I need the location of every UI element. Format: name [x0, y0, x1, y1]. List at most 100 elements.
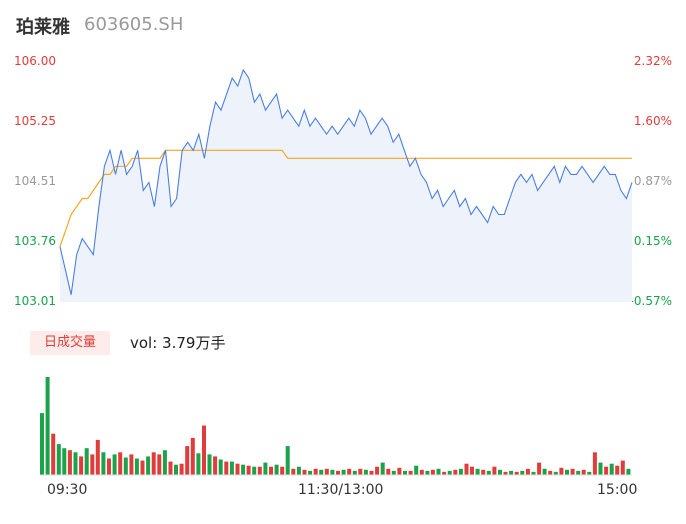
volume-bar	[313, 468, 318, 475]
volume-bar	[609, 463, 614, 475]
pct-tick-5: -0.57%	[629, 294, 672, 308]
volume-bar	[475, 468, 480, 475]
volume-bar	[436, 468, 441, 475]
price-tick-3: 104.51	[14, 174, 56, 188]
volume-bar	[185, 446, 190, 475]
volume-bar	[537, 462, 542, 475]
volume-bar	[235, 463, 240, 475]
volume-bar	[514, 471, 519, 475]
volume-bar	[62, 448, 67, 475]
price-tick-4: 103.76	[14, 234, 56, 248]
volume-bar	[246, 465, 251, 475]
volume-bar	[84, 448, 89, 475]
volume-bar	[224, 461, 229, 475]
volume-bar	[397, 467, 402, 475]
volume-bar	[302, 469, 307, 475]
volume-bar	[408, 470, 413, 475]
volume-bar	[464, 463, 469, 475]
volume-bar	[587, 471, 592, 475]
volume-bar	[56, 444, 61, 475]
volume-bar	[40, 413, 44, 475]
pct-tick-1: 2.32%	[633, 54, 672, 68]
volume-bar	[296, 466, 301, 475]
volume-bar	[559, 467, 564, 475]
volume-bar	[553, 471, 558, 475]
volume-bar	[118, 452, 123, 475]
volume-bar	[123, 457, 128, 475]
volume-bar	[162, 450, 167, 475]
volume-bar	[241, 464, 246, 475]
volume-bar	[458, 468, 463, 475]
volume-bar	[218, 459, 223, 475]
volume-bar	[308, 470, 313, 475]
volume-bar	[576, 470, 581, 475]
volume-bar	[285, 446, 290, 475]
volume-bar	[79, 456, 84, 475]
volume-bar	[481, 469, 486, 475]
volume-bar	[620, 460, 625, 475]
price-tick-1: 106.00	[14, 54, 56, 68]
volume-bar	[626, 468, 631, 475]
volume-bar	[90, 454, 95, 475]
volume-bar	[196, 453, 201, 475]
volume-bar	[140, 460, 145, 475]
volume-bar	[73, 452, 78, 475]
price-line	[59, 68, 633, 295]
volume-bar	[358, 468, 363, 475]
volume-bar	[604, 466, 609, 475]
average-price-line	[59, 149, 632, 247]
volume-readout: vol: 3.79万手	[130, 334, 226, 352]
volume-bar	[291, 468, 296, 475]
volume-bar	[157, 454, 162, 475]
price-area	[60, 70, 632, 302]
volume-bar	[548, 470, 553, 475]
volume-bar	[391, 470, 396, 475]
time-label-close: 15:00	[597, 482, 638, 498]
volume-bar	[341, 469, 346, 475]
volume-bar	[168, 461, 173, 475]
volume-bar	[319, 469, 324, 475]
volume-bar	[570, 468, 575, 475]
volume-bar	[498, 469, 502, 475]
volume-bar	[107, 458, 111, 475]
volume-bar	[531, 471, 536, 475]
volume-bar	[190, 437, 195, 475]
volume-bar	[151, 452, 156, 475]
volume-bar	[112, 454, 117, 475]
volume-bar	[470, 466, 474, 475]
volume-bar	[403, 470, 407, 475]
volume-bar	[453, 469, 458, 475]
volume-bar	[213, 456, 218, 475]
volume-bar	[369, 470, 374, 475]
volume-bar	[207, 454, 212, 475]
volume-bar	[324, 468, 329, 475]
price-tick-2: 105.25	[14, 114, 56, 128]
volume-bar	[129, 454, 134, 475]
volume-bar	[101, 452, 106, 475]
pct-tick-3: 0.87%	[633, 174, 672, 188]
volume-bar	[274, 464, 279, 475]
pct-tick-4: 0.15%	[633, 234, 672, 248]
volume-bar	[542, 468, 547, 475]
volume-bar	[67, 450, 72, 475]
time-label-open: 09:30	[47, 482, 88, 498]
daily-volume-tab[interactable]: 日成交量	[30, 331, 110, 355]
volume-bar	[375, 466, 380, 475]
time-label-midday: 11:30/13:00	[298, 482, 384, 498]
volume-bar	[503, 471, 508, 475]
volume-bar	[486, 470, 491, 475]
volume-bar	[134, 458, 139, 475]
volume-bar	[386, 468, 391, 475]
volume-bar	[95, 439, 100, 475]
volume-bar	[174, 464, 178, 475]
stock-code: 603605.SH	[84, 14, 184, 35]
stock-name: 珀莱雅	[16, 17, 70, 38]
volume-bar	[425, 470, 430, 475]
price-tick-5: 103.01	[14, 294, 56, 308]
volume-bar	[592, 452, 597, 475]
volume-bar	[146, 456, 151, 475]
volume-bar	[336, 470, 340, 475]
volume-bar	[202, 425, 206, 475]
volume-bar	[615, 465, 620, 475]
